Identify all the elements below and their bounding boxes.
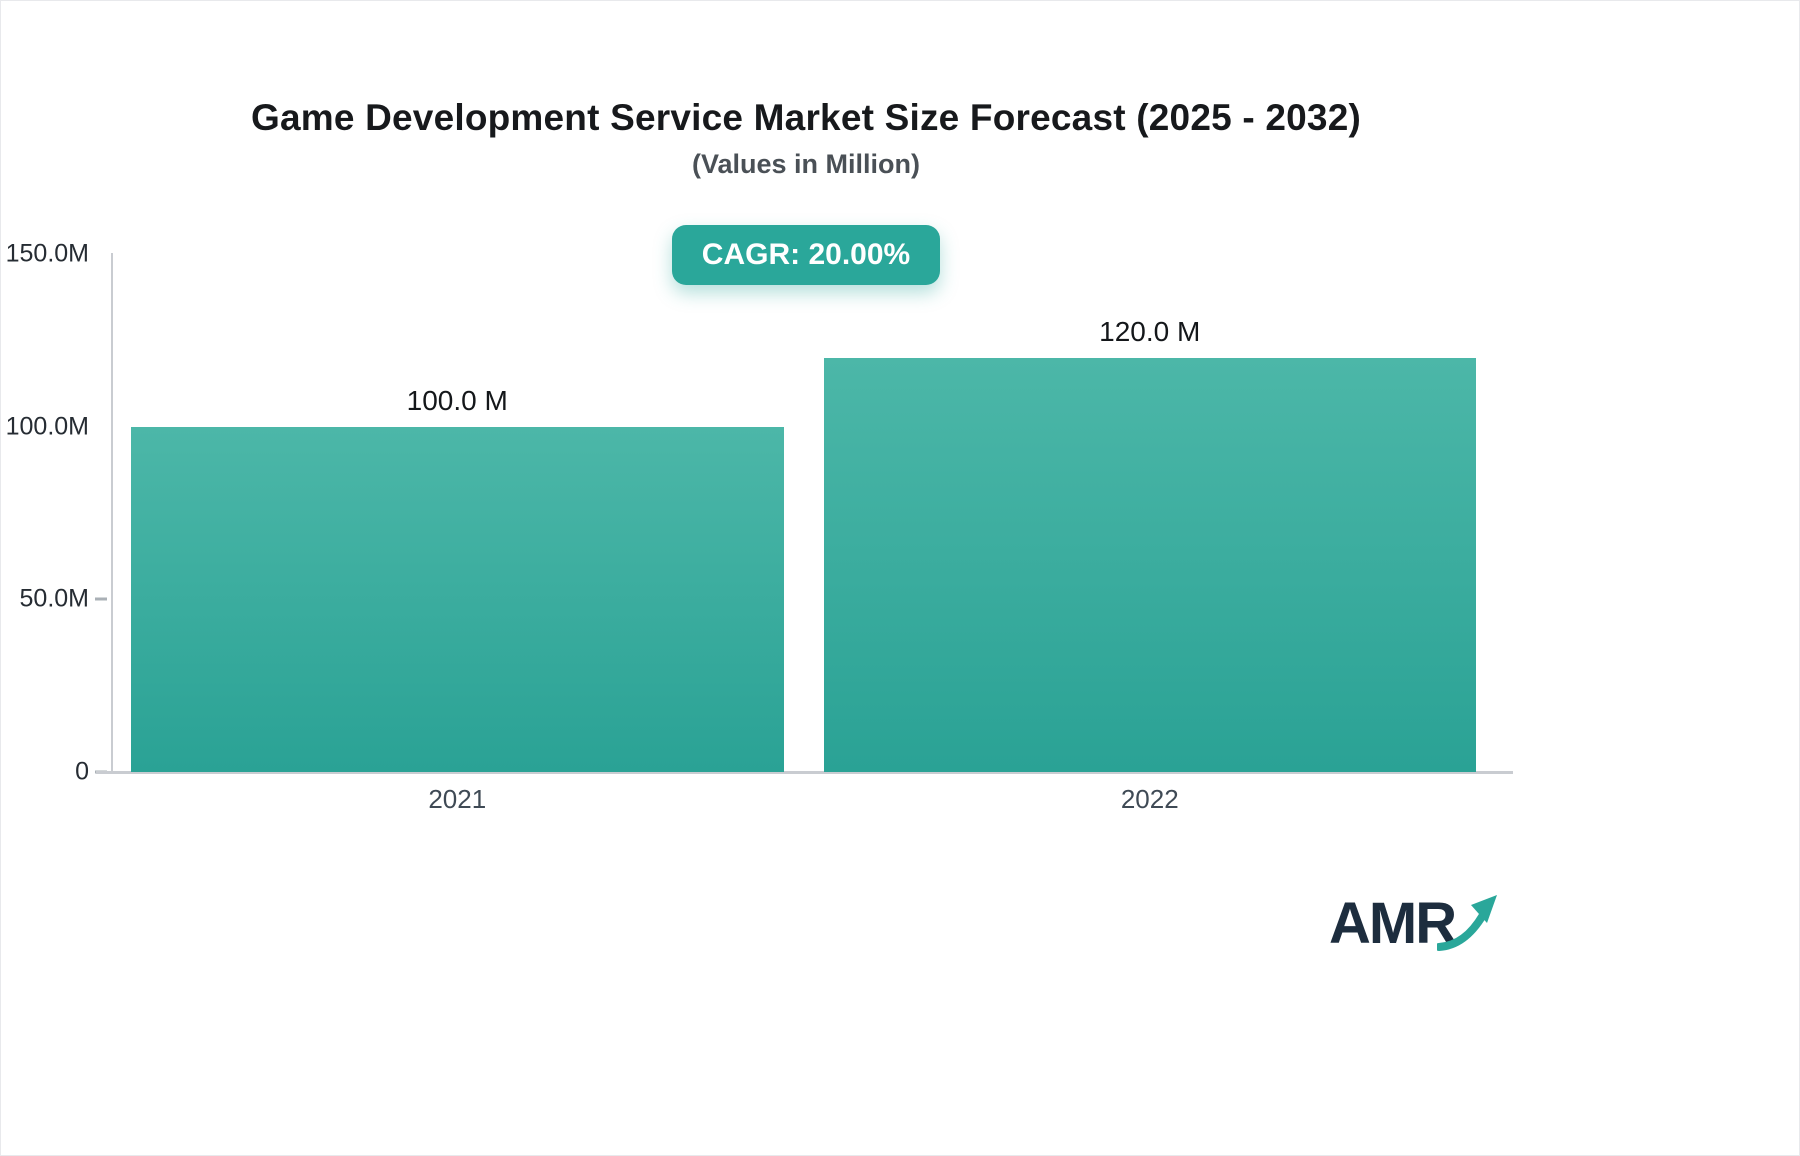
bar-2021: 100.0 M bbox=[131, 385, 784, 772]
bar-group: 100.0 M 2021 bbox=[131, 254, 784, 814]
bar-2022: 120.0 M bbox=[823, 316, 1476, 772]
bar-value-label: 100.0 M bbox=[406, 384, 508, 416]
y-tick-label: 100.0M bbox=[5, 412, 89, 441]
bar-value-label: 120.0 M bbox=[1099, 315, 1201, 347]
x-axis-label: 2021 bbox=[428, 784, 487, 814]
y-axis-line bbox=[111, 253, 113, 773]
y-tick-label: 150.0M bbox=[5, 239, 89, 268]
cagr-badge-row: CAGR: 20.00% bbox=[1, 225, 1611, 285]
y-axis-labels: 0 50.0M 100.0M 150.0M bbox=[1, 1, 107, 1155]
logo-arrow-icon bbox=[1437, 895, 1498, 951]
chart-title: Game Development Service Market Size For… bbox=[250, 97, 1361, 138]
y-tick-label: 0 bbox=[75, 757, 89, 786]
y-tick-label: 50.0M bbox=[19, 584, 89, 613]
bars: 100.0 M 2021 120.0 M 2022 bbox=[131, 254, 1476, 814]
amr-logo-text: AMR bbox=[1329, 891, 1457, 956]
y-tick-mark bbox=[95, 597, 107, 601]
x-axis-line bbox=[96, 771, 1513, 774]
cagr-badge: CAGR: 20.00% bbox=[671, 225, 941, 285]
amr-logo: AMR bbox=[1329, 893, 1503, 953]
chart-content-column: Game Development Service Market Size For… bbox=[1, 1, 1611, 1155]
chart-subtitle: (Values in Million) bbox=[691, 149, 921, 179]
x-axis-label: 2022 bbox=[1120, 784, 1179, 814]
bar-group: 120.0 M 2022 bbox=[823, 254, 1476, 814]
